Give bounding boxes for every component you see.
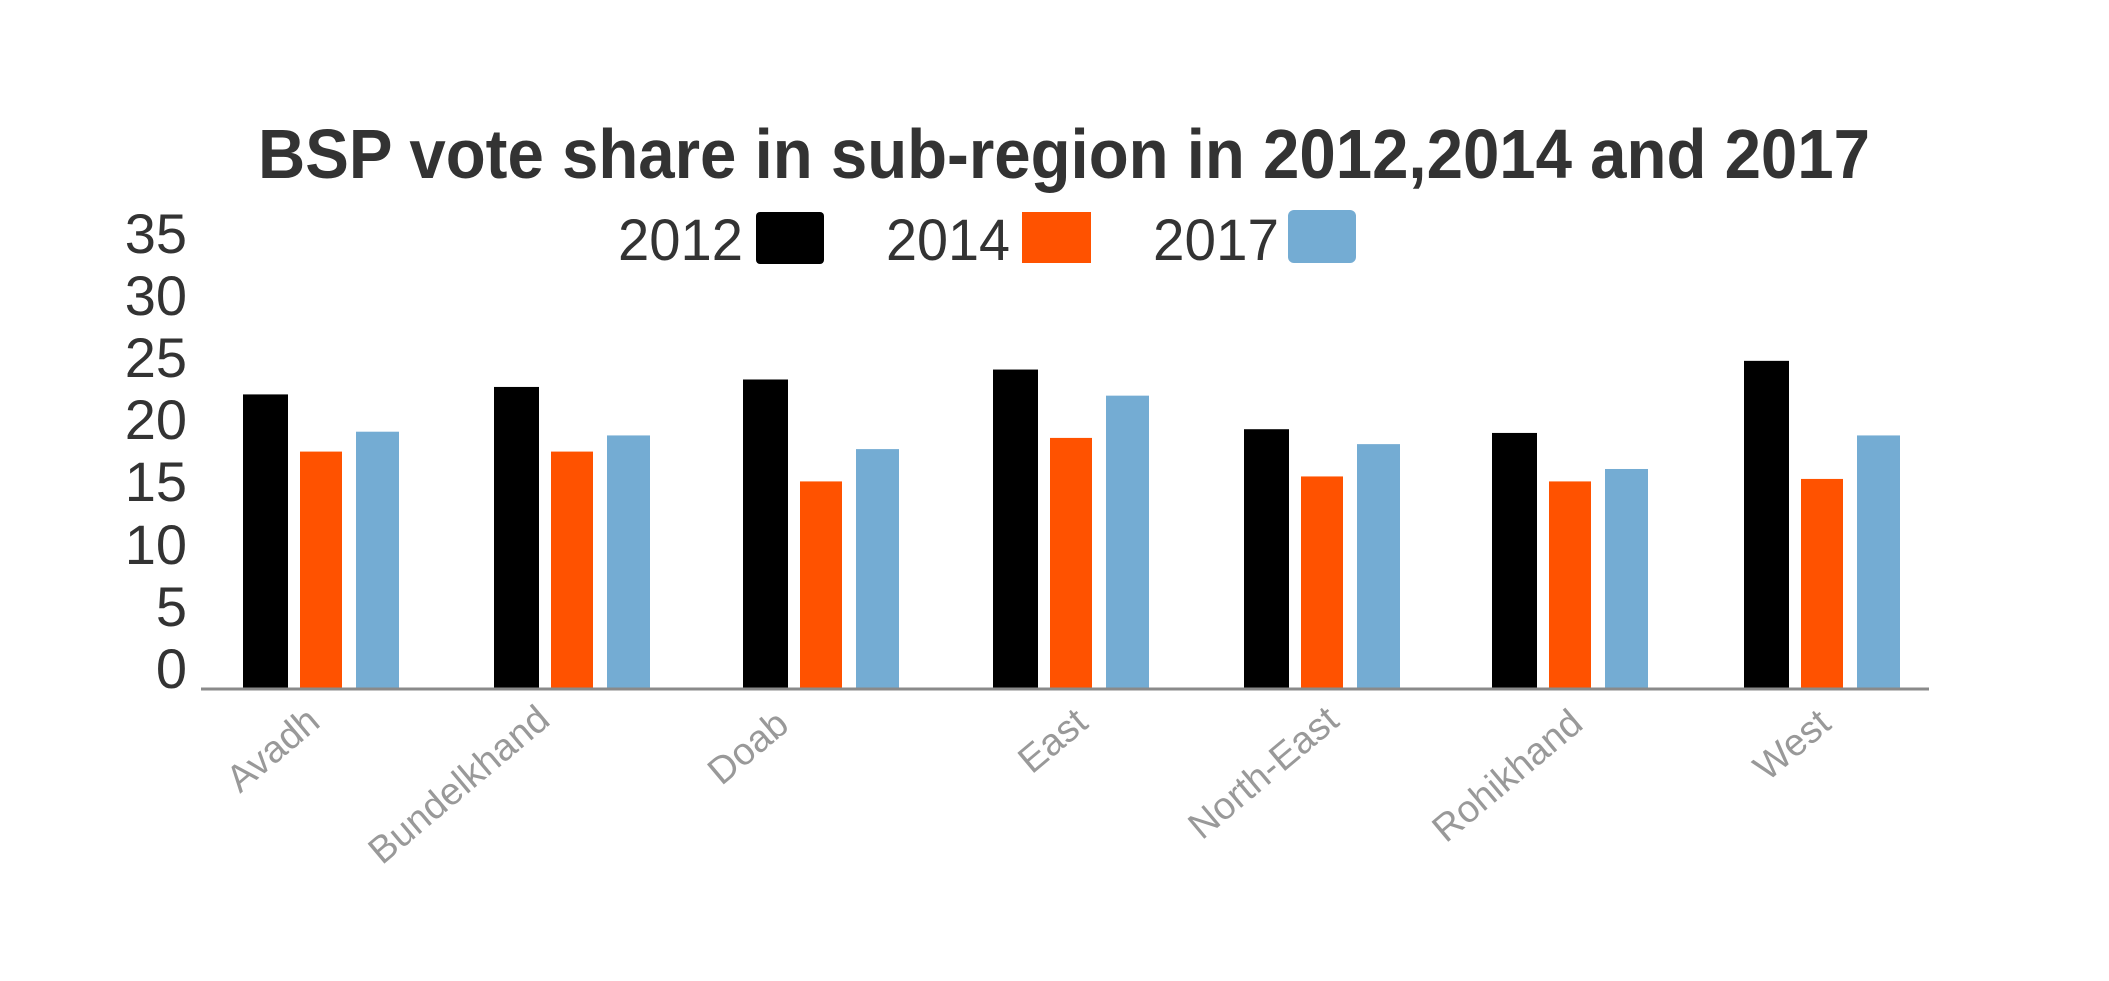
bar-group-east: [993, 369, 1149, 689]
bar-north-east-2014: [1301, 476, 1343, 689]
bar-doab-2014: [800, 481, 842, 689]
bar-avadh-2017: [356, 431, 399, 689]
bar-north-east-2017: [1357, 444, 1400, 689]
y-tick-label: 5: [156, 575, 187, 638]
bar-bundelkhand-2012: [494, 386, 539, 689]
y-tick-label: 30: [125, 264, 187, 327]
y-axis: 35 30 25 20 15 10 5 0: [125, 202, 187, 700]
bar-east-2017: [1106, 395, 1149, 689]
legend-label: 2017: [1153, 208, 1279, 273]
bar-west-2012: [1744, 360, 1789, 689]
bar-bundelkhand-2017: [607, 435, 650, 689]
bar-group-doab: [743, 379, 899, 689]
legend-item-2017: 2017: [1153, 208, 1356, 273]
y-tick-label: 0: [156, 637, 187, 700]
bar-group-north-east: [1244, 429, 1400, 689]
bar-east-2012: [993, 369, 1038, 689]
legend-item-2012: 2012: [618, 208, 824, 273]
bar-rohikhand-2012: [1492, 432, 1537, 689]
legend-swatch-2014: [1022, 212, 1091, 263]
bar-group-bundelkhand: [494, 386, 650, 689]
bar-avadh-2012: [243, 394, 288, 689]
legend-label: 2014: [886, 208, 1010, 273]
legend-label: 2012: [618, 208, 743, 273]
bar-doab-2012: [743, 379, 788, 689]
y-tick-label: 10: [125, 513, 187, 576]
legend-swatch-2017: [1288, 210, 1356, 263]
y-tick-label: 25: [125, 326, 187, 389]
bar-rohikhand-2014: [1549, 481, 1591, 689]
y-tick-label: 35: [125, 202, 187, 265]
bar-west-2017: [1857, 435, 1900, 689]
legend: 2012 2014 2017: [618, 208, 1356, 273]
bar-group-west: [1744, 360, 1900, 689]
bar-group-avadh: [243, 394, 399, 689]
legend-swatch-2012: [756, 212, 824, 264]
y-tick-label: 20: [125, 388, 187, 451]
legend-item-2014: 2014: [886, 208, 1091, 273]
bar-east-2014: [1050, 437, 1092, 689]
bar-bundelkhand-2014: [551, 451, 593, 689]
bar-group-rohikhand: [1492, 432, 1648, 689]
bar-west-2014: [1801, 478, 1843, 689]
y-tick-label: 15: [125, 450, 187, 513]
bar-north-east-2012: [1244, 429, 1289, 689]
bar-doab-2017: [856, 449, 899, 689]
chart-title: BSP vote share in sub-region in 2012,201…: [258, 115, 1870, 193]
bar-rohikhand-2017: [1605, 468, 1648, 689]
bar-series-group: [243, 360, 1900, 689]
bar-avadh-2014: [300, 451, 342, 689]
